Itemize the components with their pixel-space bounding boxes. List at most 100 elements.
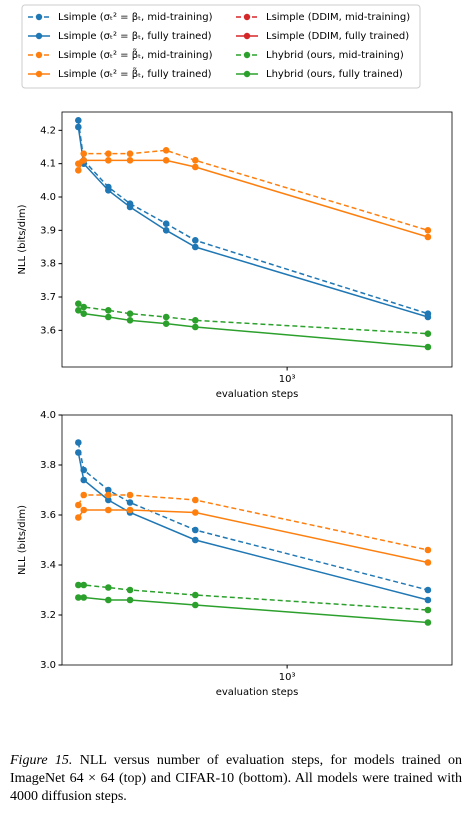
caption: Figure 15. NLL versus number of evaluati…	[10, 752, 462, 806]
x-axis-label: evaluation steps	[216, 389, 299, 400]
legend-box	[21, 4, 421, 89]
legend-label: Lsimple (DDIM, fully trained)	[266, 31, 409, 42]
series-line	[77, 442, 429, 591]
data-point	[424, 546, 432, 554]
data-point	[192, 163, 199, 171]
data-point	[192, 591, 199, 599]
data-point	[424, 619, 432, 626]
legend-marker	[243, 51, 251, 59]
series-line	[77, 452, 429, 601]
y-tick-label: 3.7	[40, 292, 56, 303]
data-point	[80, 150, 88, 157]
data-point	[162, 220, 170, 227]
data-point	[75, 514, 82, 521]
legend-marker	[243, 13, 251, 21]
data-point	[75, 439, 82, 446]
data-point	[105, 150, 112, 157]
y-tick-label: 3.2	[40, 610, 56, 621]
data-point	[126, 203, 134, 211]
data-point	[80, 310, 88, 317]
data-point	[192, 496, 199, 504]
data-point	[80, 581, 88, 589]
data-point	[192, 157, 199, 164]
legend-label: Lhybrid (ours, mid-training)	[266, 50, 404, 61]
data-point	[105, 307, 112, 314]
x-tick-label: 10³	[279, 374, 296, 385]
data-point	[75, 501, 82, 509]
data-point	[192, 536, 199, 544]
x-axis-label: evaluation steps	[216, 687, 299, 698]
y-axis-label: NLL (bits/dim)	[17, 204, 28, 274]
y-tick-label: 4.0	[40, 192, 56, 203]
data-point	[192, 509, 199, 516]
y-tick-label: 3.9	[40, 225, 56, 236]
data-point	[105, 584, 112, 591]
data-point	[80, 476, 88, 484]
data-point	[192, 317, 199, 324]
y-tick-label: 3.8	[40, 460, 56, 471]
data-point	[424, 330, 432, 337]
series-line	[77, 120, 429, 315]
data-point	[105, 491, 112, 499]
data-point	[80, 491, 88, 499]
plot-area	[61, 111, 453, 368]
data-point	[80, 303, 88, 311]
plot-area	[61, 414, 453, 666]
data-point	[162, 227, 170, 234]
data-point	[105, 157, 112, 164]
series-line	[77, 159, 429, 238]
data-point	[105, 596, 112, 604]
data-point	[75, 307, 82, 314]
y-tick-label: 3.8	[40, 259, 56, 270]
legend-marker	[243, 32, 251, 40]
y-axis-label: NLL (bits/dim)	[17, 505, 28, 575]
data-point	[192, 601, 199, 609]
legend-label: Lsimple (σₜ² = βₜ, mid-training)	[58, 12, 213, 23]
data-point	[126, 586, 134, 594]
data-point	[75, 581, 82, 589]
data-point	[105, 313, 112, 321]
data-point	[105, 496, 112, 504]
data-point	[424, 596, 432, 604]
data-point	[105, 486, 112, 494]
data-point	[424, 313, 432, 321]
data-point	[126, 491, 134, 499]
data-point	[75, 160, 82, 167]
x-tick-label: 10³	[279, 672, 296, 683]
figure: Lsimple (σₜ² = βₜ, mid-training) Lsimple …	[17, 4, 453, 698]
data-point	[192, 243, 199, 251]
data-point	[192, 237, 199, 244]
data-point	[162, 147, 170, 154]
legend-label: Lsimple (σₜ² = β̃ₜ, fully trained)	[58, 66, 212, 80]
data-point	[424, 559, 432, 566]
data-point	[192, 526, 199, 534]
legend-label: Lsimple (σₜ² = β̃ₜ, mid-training)	[58, 47, 213, 61]
data-point	[80, 594, 88, 601]
data-point	[126, 506, 134, 514]
data-point	[126, 317, 134, 324]
y-tick-label: 4.0	[40, 410, 56, 421]
data-point	[126, 499, 134, 506]
y-tick-label: 3.4	[40, 560, 56, 571]
y-tick-label: 3.6	[40, 325, 56, 336]
y-tick-label: 4.1	[40, 159, 56, 170]
legend-marker	[243, 70, 251, 78]
data-point	[192, 323, 199, 331]
legend-marker	[35, 32, 43, 40]
data-point	[424, 606, 432, 614]
data-point	[126, 596, 134, 604]
data-point	[162, 320, 170, 327]
legend-label: Lhybrid (ours, fully trained)	[266, 69, 403, 80]
data-point	[75, 117, 82, 124]
data-point	[80, 506, 88, 514]
data-point	[105, 506, 112, 514]
legend-label: Lsimple (DDIM, mid-training)	[266, 12, 410, 23]
caption-text: NLL versus number of evaluation steps, f…	[10, 753, 463, 804]
y-tick-label: 3.6	[40, 510, 56, 521]
data-point	[105, 187, 112, 194]
data-point	[424, 586, 432, 594]
y-tick-label: 3.0	[40, 660, 56, 671]
data-point	[162, 157, 170, 164]
data-point	[126, 150, 134, 157]
